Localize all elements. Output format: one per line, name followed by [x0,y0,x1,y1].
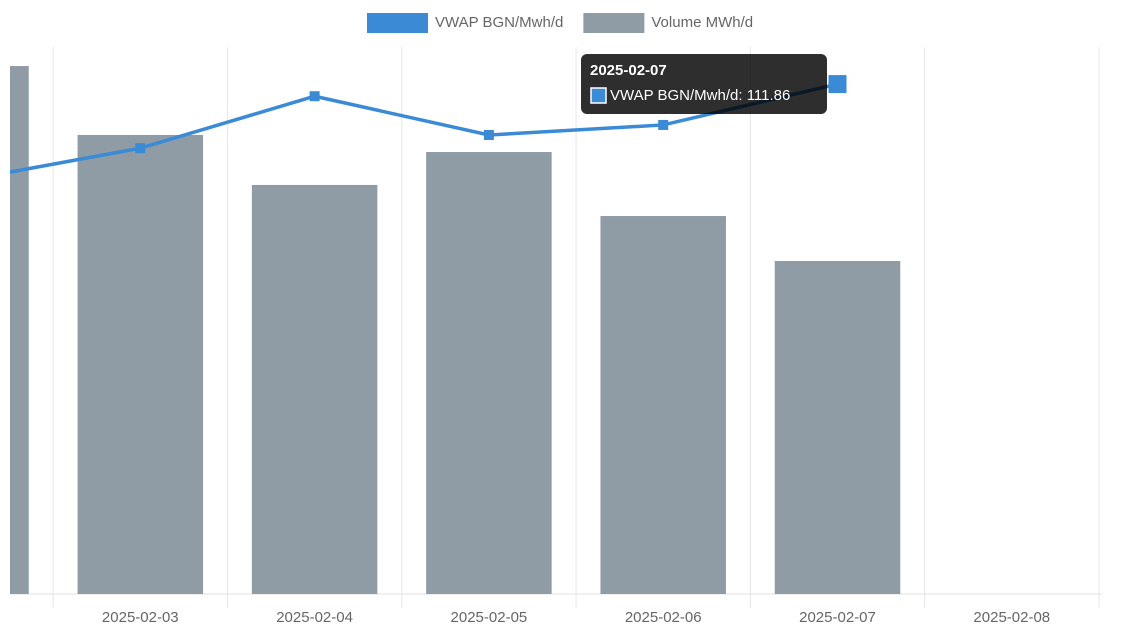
legend-swatch [367,13,428,33]
tooltip: 2025-02-07 VWAP BGN/Mwh/d: 111.86 [581,54,827,114]
bar [251,184,378,594]
line-point [135,143,146,154]
legend: VWAP BGN/Mwh/d Volume MWh/d [367,13,753,33]
legend-label: Volume MWh/d [651,14,753,31]
bar [10,66,29,595]
legend-swatch [583,13,645,33]
grid: 2025-02-03 2025-02-04 2025-02-05 2025-02-06… [10,47,1102,626]
bar [600,216,726,594]
bar [77,134,204,595]
tooltip-swatch [590,87,607,104]
bar [426,152,552,595]
tooltip-box [581,54,827,114]
line [10,82,838,174]
tooltip-label: VWAP BGN/Mwh/d: 111.86 [610,87,790,104]
line-point [483,129,494,140]
plot-area [10,66,901,595]
legend-label: VWAP BGN/Mwh/d [435,14,563,31]
x-tick-label: 2025-02-03 [102,609,179,626]
x-tick-label: 2025-02-07 [799,609,876,626]
tooltip-title: 2025-02-07 [590,62,667,79]
x-tick-label: 2025-02-05 [451,609,528,626]
x-tick-label: 2025-02-06 [625,609,702,626]
x-tick-label: 2025-02-04 [276,609,353,626]
x-tick-label: 2025-02-08 [973,609,1050,626]
line-point [828,75,847,94]
line-point [658,119,669,130]
line-point [309,91,320,102]
bar [774,260,901,594]
